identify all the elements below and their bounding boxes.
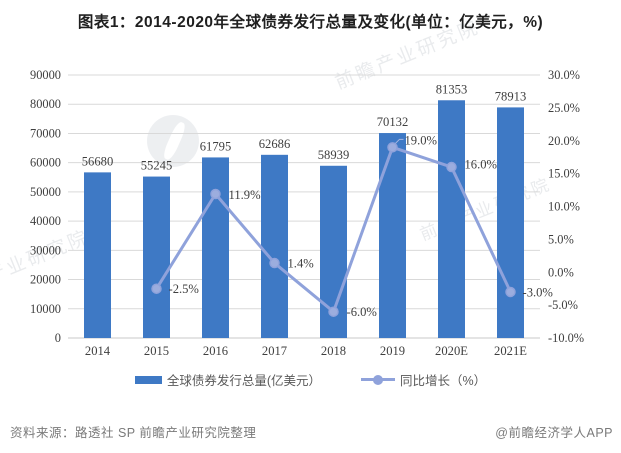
line-value-label: -3.0%: [523, 285, 554, 299]
right-axis-tick: -5.0%: [548, 298, 578, 312]
left-axis-tick: 20000: [30, 273, 61, 287]
bar-value-label: 81353: [436, 82, 467, 96]
line-marker: [151, 283, 162, 294]
left-axis-tick: 80000: [30, 97, 61, 111]
bar-value-label: 55245: [141, 159, 172, 173]
right-axis-tick: -10.0%: [548, 331, 584, 345]
line-marker: [446, 161, 457, 173]
left-axis-tick: 90000: [30, 68, 61, 82]
right-axis-tick: 25.0%: [548, 101, 580, 115]
x-axis-label: 2021E: [494, 344, 527, 358]
line-marker: [269, 257, 280, 269]
source-note: 资料来源：路透社 SP 前瞻产业研究院整理: [10, 426, 257, 440]
bar-value-label: 62686: [259, 137, 290, 151]
bar: [497, 107, 524, 338]
x-axis-label: 2017: [262, 344, 287, 358]
bar-value-label: 70132: [377, 115, 408, 129]
line-value-label: -2.5%: [169, 282, 200, 296]
legend-label-total: 全球债券发行总量(亿美元）: [166, 374, 322, 388]
left-axis-tick: 0: [55, 331, 61, 345]
line-value-label: 11.9%: [229, 188, 262, 202]
bar: [261, 154, 288, 338]
right-axis-tick: 5.0%: [548, 232, 574, 246]
x-axis-label: 2018: [321, 344, 346, 358]
bar-value-label: 56680: [82, 154, 113, 168]
legend-item-total: 全球债券发行总量(亿美元）: [134, 370, 322, 389]
bar: [84, 172, 111, 338]
footer: 资料来源：路透社 SP 前瞻产业研究院整理 @前瞻经济学人APP: [10, 422, 613, 441]
right-axis-tick: 30.0%: [548, 68, 580, 82]
left-axis-tick: 70000: [30, 126, 61, 140]
bar: [143, 176, 170, 338]
bar-value-label: 78913: [495, 89, 526, 103]
left-axis-tick: 30000: [30, 243, 61, 257]
left-axis-tick: 10000: [30, 302, 61, 316]
left-axis-tick: 60000: [30, 156, 61, 170]
line-marker: [210, 188, 221, 200]
chart-title: 图表1：2014-2020年全球债券发行总量及变化(单位：亿美元，%): [77, 14, 544, 31]
right-axis-tick: 15.0%: [548, 167, 580, 181]
x-axis-label: 2015: [144, 344, 169, 358]
line-value-label: 16.0%: [465, 158, 498, 172]
x-axis-label: 2019: [380, 344, 405, 358]
legend-item-growth: 同比增长（%）: [361, 370, 486, 389]
bar: [438, 100, 465, 338]
bar-value-label: 58939: [318, 148, 349, 162]
left-axis-tick: 50000: [30, 185, 61, 199]
right-axis-tick: 20.0%: [548, 134, 580, 148]
bar: [202, 157, 229, 338]
line-marker: [328, 306, 339, 317]
line-series-swatch: [361, 374, 396, 385]
bar-value-label: 61795: [200, 139, 231, 153]
chart-legend: 全球债券发行总量(亿美元） 同比增长（%）: [0, 370, 621, 389]
left-axis-tick: 40000: [30, 214, 61, 228]
line-value-label: -6.0%: [347, 305, 378, 319]
brand-tag: @前瞻经济学人APP: [495, 426, 613, 440]
right-axis-tick: 10.0%: [548, 200, 580, 214]
line-value-label: 1.4%: [288, 257, 315, 271]
line-marker: [505, 286, 516, 298]
bar-series-swatch: [134, 375, 162, 384]
line-value-label: 19.0%: [405, 133, 438, 147]
legend-label-growth: 同比增长（%）: [400, 374, 487, 388]
line-marker: [387, 142, 398, 153]
x-axis-label: 2020E: [435, 344, 468, 358]
x-axis-label: 2016: [203, 344, 228, 358]
label-leader-line: [395, 138, 404, 144]
x-axis-label: 2014: [85, 344, 111, 358]
right-axis-tick: 0.0%: [548, 265, 574, 279]
plot-area: 90000 80000 70000 60000 50000 40000 30000 20000…: [30, 68, 584, 358]
bar: [379, 133, 406, 338]
